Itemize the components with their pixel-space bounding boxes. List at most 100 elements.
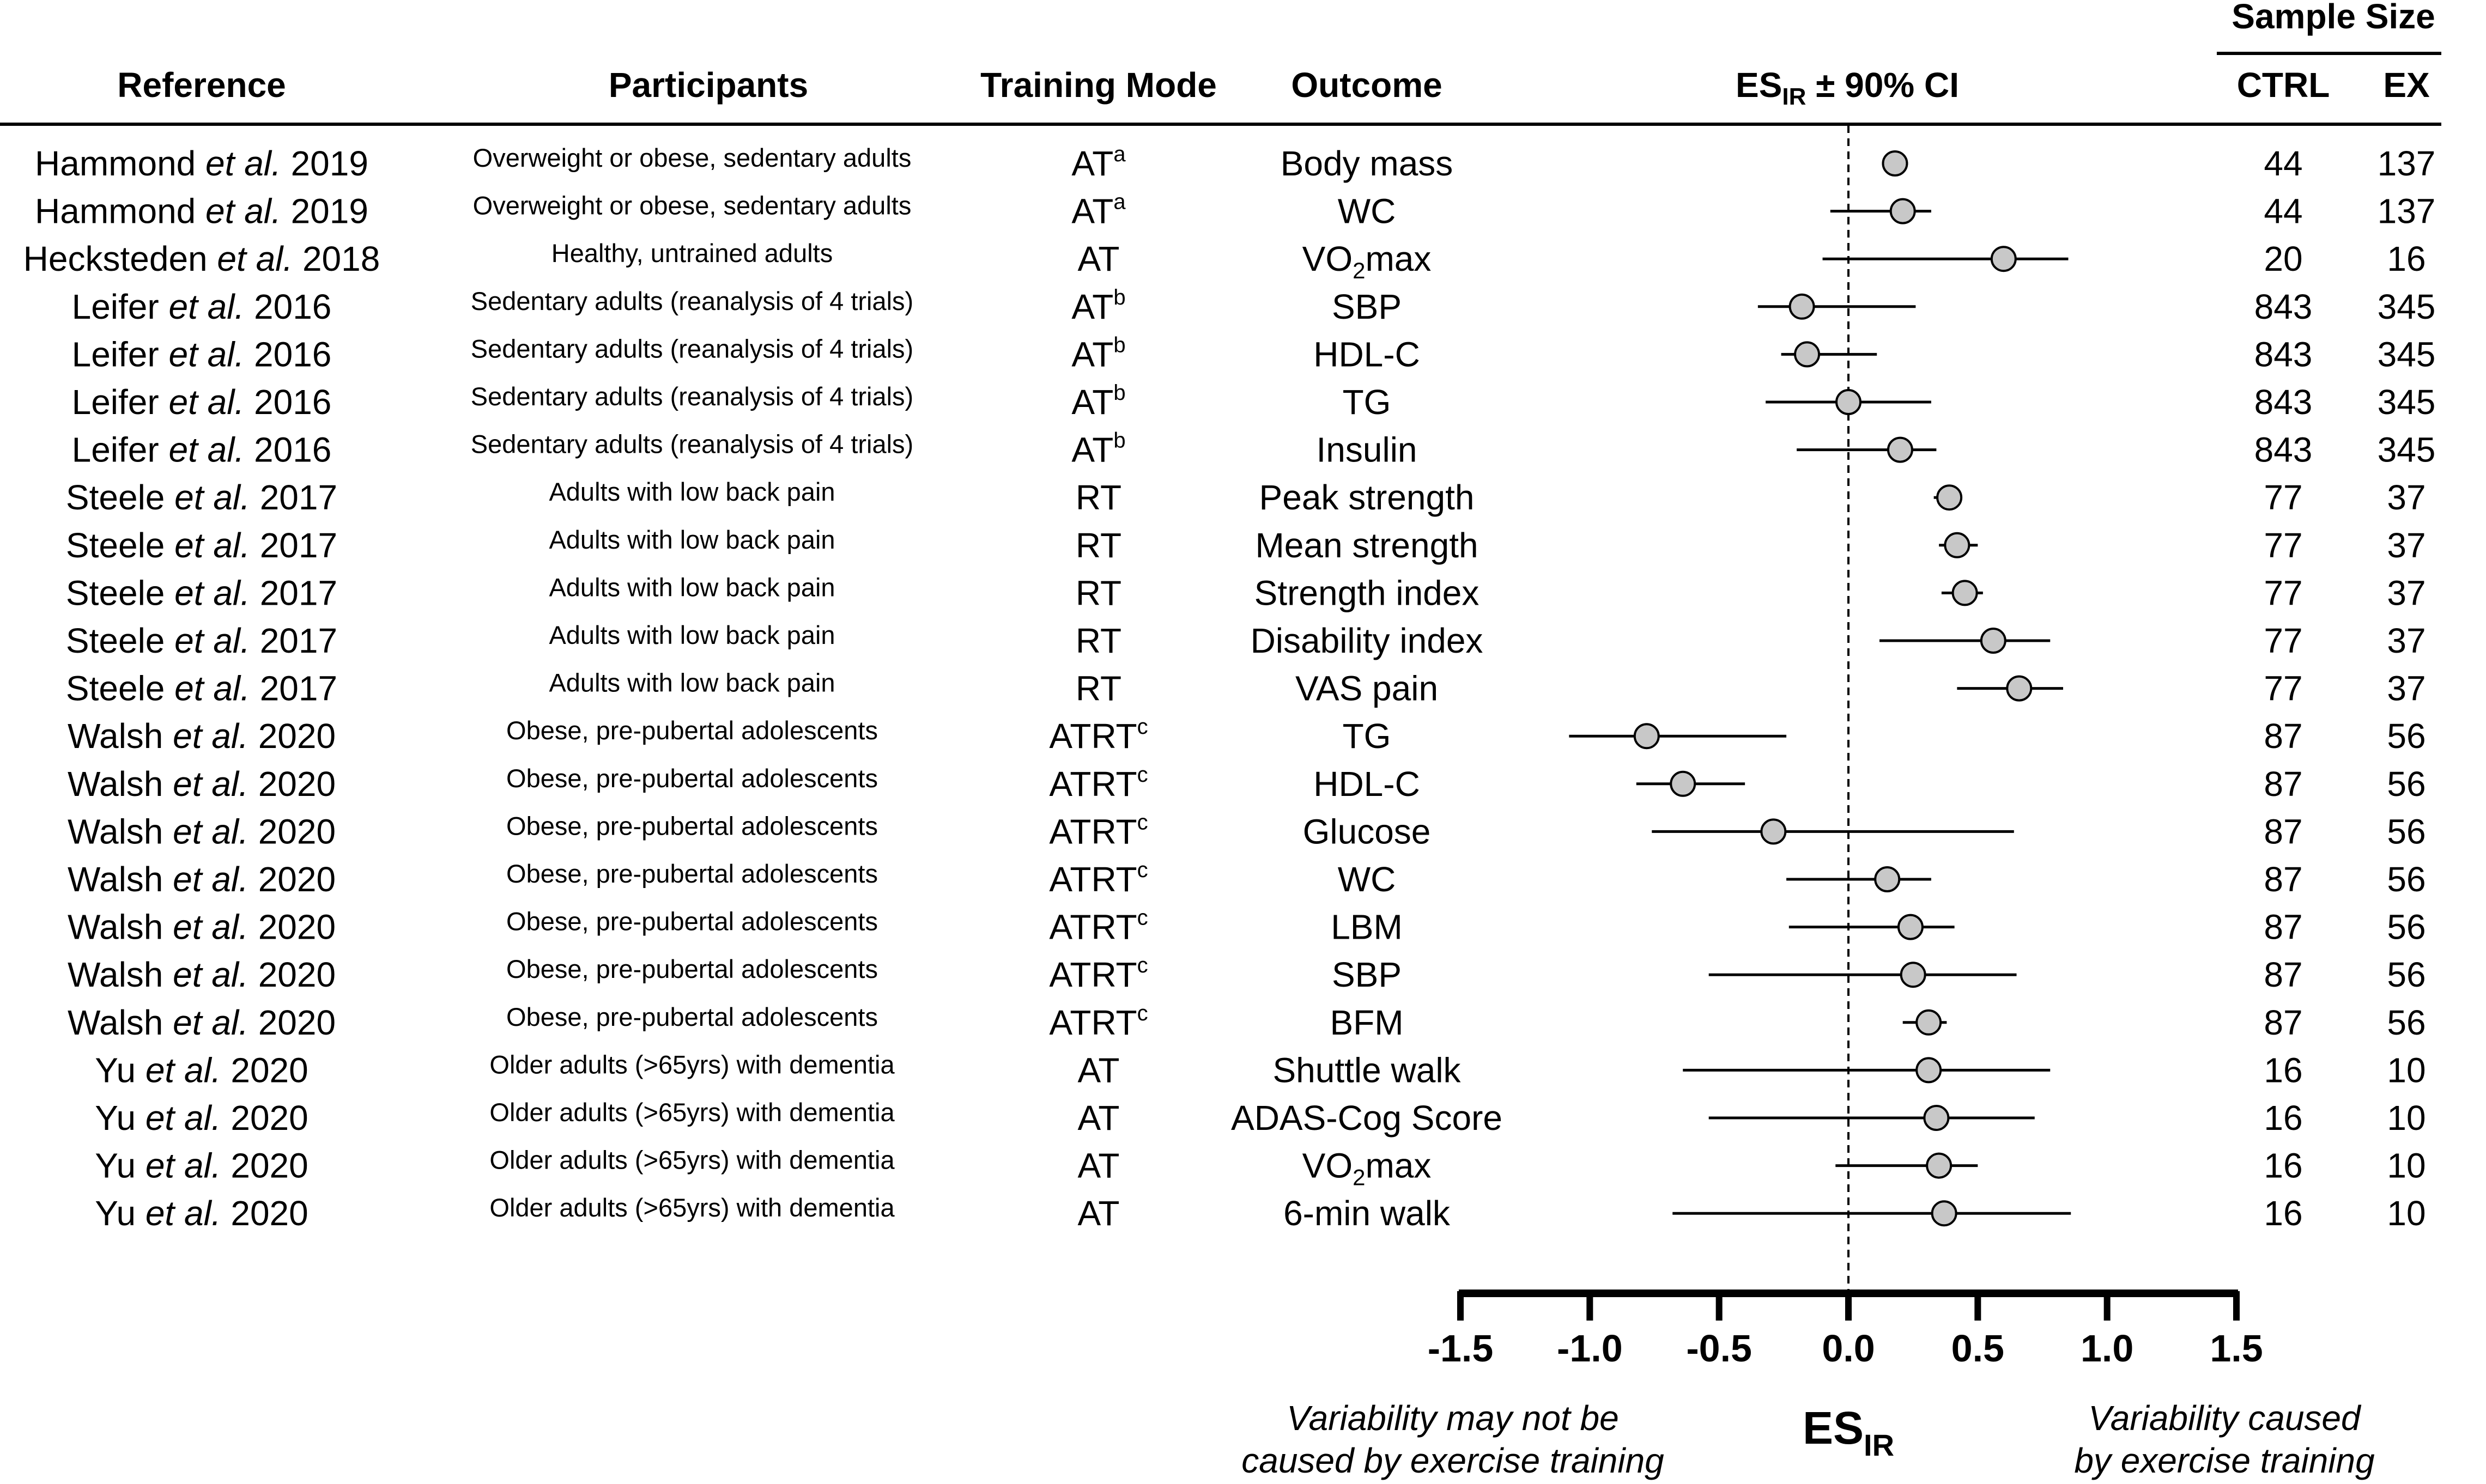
outcome-cell: WC	[1338, 192, 1396, 231]
reference-cell: Walsh et al. 2020	[68, 860, 336, 899]
outcome-name: SBP	[1332, 955, 1402, 994]
reference-etal: et al.	[174, 573, 250, 612]
training-mode-cell: ATRTc	[1049, 1001, 1148, 1042]
reference-year: 2019	[281, 144, 368, 183]
training-mode-cell: ATb	[1071, 333, 1125, 374]
training-mode: ATRT	[1049, 764, 1137, 804]
training-mode-cell: ATRTc	[1049, 810, 1148, 851]
reference-year: 2020	[221, 1050, 308, 1090]
reference-year: 2016	[244, 430, 331, 470]
ex-n-cell: 56	[2387, 764, 2426, 804]
outcome-cell: Strength index	[1254, 573, 1480, 612]
participants-cell: Adults with low back pain	[549, 477, 835, 506]
outcome-suffix: max	[1365, 1146, 1431, 1185]
ctrl-n-cell: 843	[2254, 382, 2313, 422]
reference-author: Steele	[66, 573, 174, 612]
training-mode: ATRT	[1049, 908, 1137, 947]
outcome-cell: WC	[1338, 860, 1396, 899]
reference-year: 2020	[248, 716, 336, 756]
reference-etal: et al.	[168, 334, 244, 374]
es-point	[1915, 1057, 1942, 1084]
participants-cell: Overweight or obese, sedentary adults	[473, 143, 912, 172]
reference-year: 2020	[248, 764, 336, 804]
left-note-line-1: Variability may not be	[1287, 1398, 1618, 1438]
header-training-mode: Training Mode	[980, 65, 1217, 105]
reference-etal: et al.	[174, 669, 250, 708]
training-mode: AT	[1071, 144, 1113, 183]
reference-author: Hecksteden	[23, 239, 217, 278]
ctrl-n-cell: 44	[2264, 192, 2302, 231]
participants-cell: Adults with low back pain	[549, 525, 835, 554]
reference-year: 2020	[221, 1098, 308, 1138]
training-mode-superscript: c	[1137, 953, 1148, 977]
reference-author: Walsh	[68, 1003, 173, 1042]
training-mode-cell: ATb	[1071, 285, 1125, 326]
outcome-cell: Insulin	[1317, 430, 1417, 470]
reference-etal: et al.	[205, 144, 281, 183]
reference-etal: et al.	[205, 192, 281, 231]
ex-n-cell: 56	[2387, 908, 2426, 947]
outcome-cell: BFM	[1330, 1003, 1403, 1042]
ex-n-cell: 10	[2387, 1050, 2426, 1090]
training-mode-cell: ATb	[1071, 429, 1125, 470]
participants-cell: Older adults (>65yrs) with dementia	[489, 1193, 895, 1222]
ctrl-n-cell: 843	[2254, 430, 2313, 470]
reference-author: Hammond	[35, 192, 205, 231]
es-point	[1980, 628, 2006, 654]
right-note-line-1: Variability caused	[2088, 1398, 2362, 1438]
training-mode: AT	[1071, 382, 1113, 422]
outcome-subscript: 2	[1353, 258, 1365, 283]
ctrl-n-cell: 44	[2264, 144, 2302, 183]
reference-etal: et al.	[168, 287, 244, 326]
training-mode: AT	[1071, 287, 1113, 326]
forest-row: Steele et al. 2017 Adults with low back p…	[66, 621, 2426, 660]
ex-n-cell: 56	[2387, 812, 2426, 851]
reference-etal: et al.	[173, 908, 248, 947]
participants-cell: Sedentary adults (reanalysis of 4 trials…	[471, 430, 913, 459]
training-mode-superscript: c	[1137, 763, 1148, 787]
training-mode-cell: ATRTc	[1049, 953, 1148, 994]
header-participants: Participants	[609, 65, 808, 105]
reference-year: 2019	[281, 192, 368, 231]
participants-cell: Adults with low back pain	[549, 668, 835, 697]
ex-n-cell: 37	[2387, 526, 2426, 565]
training-mode-cell: RT	[1076, 526, 1121, 565]
reference-year: 2020	[248, 812, 336, 851]
training-mode: AT	[1077, 239, 1119, 278]
reference-cell: Hammond et al. 2019	[35, 192, 368, 231]
header-es-ci: ESIR ± 90% CI	[1736, 65, 1959, 110]
training-mode: ATRT	[1049, 860, 1137, 899]
forest-row: Yu et al. 2020 Older adults (>65yrs) with…	[95, 1146, 2426, 1190]
reference-etal: et al.	[145, 1050, 221, 1090]
reference-year: 2016	[244, 334, 331, 374]
participants-cell: Adults with low back pain	[549, 573, 835, 601]
es-point	[1760, 818, 1787, 845]
es-point	[1926, 1152, 1953, 1179]
ex-n-cell: 56	[2387, 1003, 2426, 1042]
training-mode-superscript: c	[1137, 1001, 1148, 1025]
outcome-name: TG	[1343, 716, 1391, 756]
ctrl-n-cell: 77	[2264, 478, 2302, 517]
participants-cell: Obese, pre-pubertal adolescents	[506, 954, 878, 983]
header-es-suffix: ± 90% CI	[1806, 65, 1959, 105]
es-point	[1897, 914, 1924, 940]
forest-row: Walsh et al. 2020 Obese, pre-pubertal ado…	[68, 1001, 2426, 1042]
reference-etal: et al.	[145, 1194, 221, 1233]
training-mode-cell: RT	[1076, 478, 1121, 517]
ex-n-cell: 56	[2387, 955, 2426, 994]
es-point	[1874, 866, 1901, 892]
reference-year: 2020	[248, 908, 336, 947]
outcome-cell: SBP	[1332, 955, 1402, 994]
forest-row: Yu et al. 2020 Older adults (>65yrs) with…	[95, 1050, 2426, 1090]
reference-year: 2018	[293, 239, 380, 278]
reference-cell: Walsh et al. 2020	[68, 716, 336, 756]
training-mode-cell: ATRTc	[1049, 858, 1148, 899]
reference-author: Walsh	[68, 812, 173, 851]
reference-year: 2020	[248, 860, 336, 899]
participants-cell: Sedentary adults (reanalysis of 4 trials…	[471, 334, 913, 363]
forest-row: Steele et al. 2017 Adults with low back p…	[66, 573, 2426, 612]
outcome-name: Shuttle walk	[1272, 1050, 1461, 1090]
reference-year: 2020	[248, 1003, 336, 1042]
participants-cell: Older adults (>65yrs) with dementia	[489, 1146, 895, 1175]
reference-etal: et al.	[173, 812, 248, 851]
